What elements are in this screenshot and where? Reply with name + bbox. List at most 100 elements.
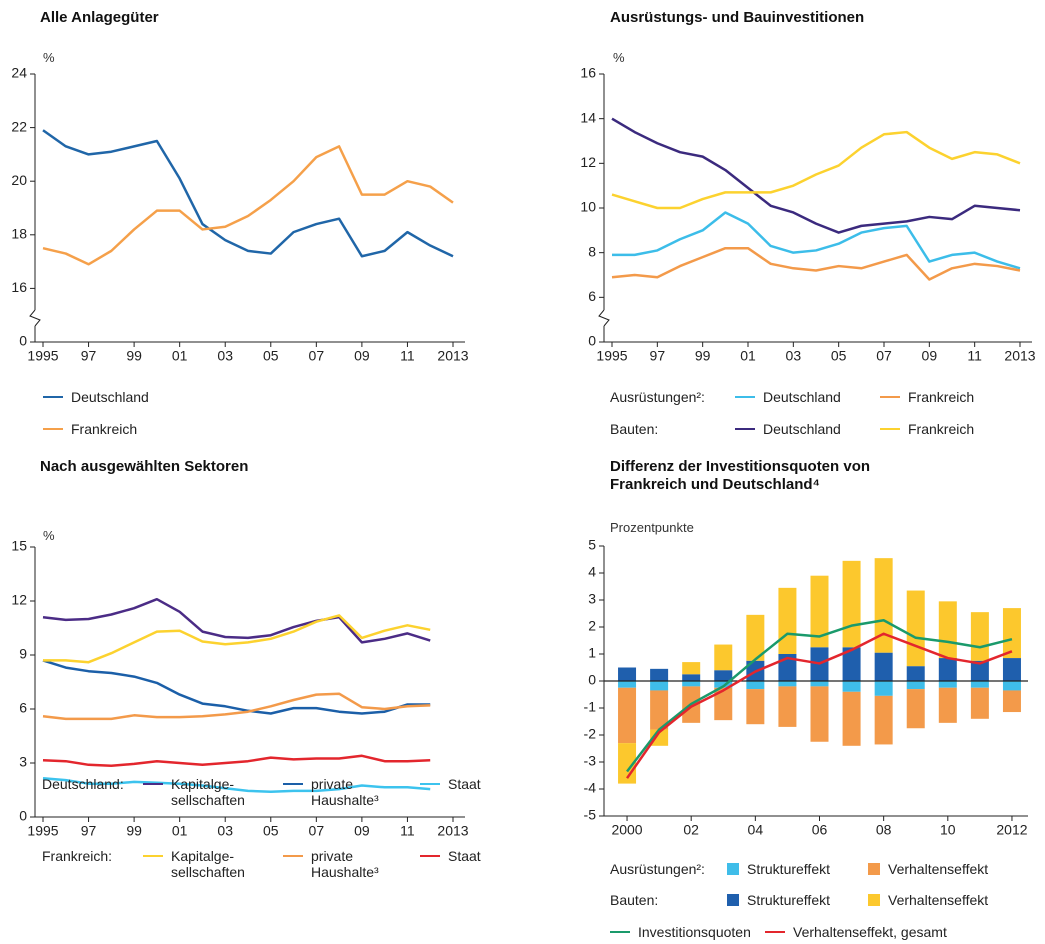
bar-segment (618, 687, 637, 744)
bar-segment (618, 667, 637, 681)
x-tick-label: 05 (263, 348, 279, 364)
legend-swatch (283, 783, 303, 785)
y-tick-label: -5 (584, 807, 597, 823)
bar-segment (714, 681, 733, 688)
bar-segment (842, 691, 861, 746)
bar-segment (714, 670, 733, 681)
x-tick-label: 01 (172, 823, 188, 839)
x-tick-label: 97 (81, 348, 97, 364)
bar-segment (906, 681, 925, 690)
y-tick-label: 9 (19, 646, 27, 662)
chart-title: Ausrüstungs- und Bauinvestitionen (610, 9, 865, 26)
bar-segment (682, 681, 701, 687)
legend-swatch (727, 863, 739, 875)
y-tick-label: 12 (11, 592, 27, 608)
legend-swatch (43, 428, 63, 430)
legend-swatch (880, 396, 900, 398)
legend-entry: Investitionsquoten (610, 924, 751, 940)
y-tick-label: 18 (11, 226, 27, 242)
legend-label: Staat (448, 848, 481, 864)
bar-segment (906, 689, 925, 729)
y-tick-label: 12 (580, 154, 596, 170)
legend-label: Deutschland (763, 421, 841, 437)
legend-entry: Frankreich (880, 389, 974, 405)
bar-segment (874, 695, 893, 745)
legend-entry: Staat (420, 848, 481, 864)
y-tick-label: 20 (11, 172, 27, 188)
legend-swatch (43, 396, 63, 398)
bar-segment (650, 690, 669, 730)
bar-segment (778, 681, 797, 687)
bar-segment (1002, 681, 1021, 691)
bar-segment (714, 644, 733, 671)
legend-entry: Deutschland (43, 389, 149, 405)
series-line (612, 211, 1021, 270)
y-tick-label: 3 (588, 591, 596, 607)
legend-entry: Struktureffekt (727, 861, 830, 877)
x-tick-label: 1995 (27, 823, 58, 839)
axis-unit: Prozentpunkte (610, 520, 694, 535)
y-tick-label: 0 (588, 333, 596, 349)
x-tick-label: 05 (263, 823, 279, 839)
x-tick-label: 06 (812, 822, 828, 838)
y-tick-label: 16 (580, 65, 596, 81)
y-tick-label: 6 (19, 700, 27, 716)
legend-entry: Kapitalge- sellschaften (143, 848, 245, 880)
x-tick-label: 2013 (437, 823, 468, 839)
bar-segment (970, 681, 989, 688)
x-tick-label: 03 (217, 348, 233, 364)
bar-segment (970, 612, 989, 661)
legend-label: Frankreich (908, 389, 975, 405)
x-tick-label: 2012 (996, 822, 1027, 838)
x-tick-label: 11 (967, 348, 982, 364)
x-tick-label: 07 (876, 348, 892, 364)
y-tick-label: -1 (584, 699, 597, 715)
x-tick-label: 07 (309, 823, 325, 839)
legend-label: private Haushalte³ (311, 776, 379, 808)
legend-label: Kapitalge- sellschaften (171, 848, 245, 880)
legend-group-label: Bauten: (610, 421, 659, 437)
legend-label: Verhaltenseffekt, gesamt (793, 924, 947, 940)
series-line (626, 619, 1013, 773)
bar-segment (650, 668, 669, 681)
bar-segment (778, 587, 797, 654)
legend-entry: Staat (420, 776, 481, 792)
axis-unit: % (613, 50, 625, 65)
legend-swatch (868, 894, 880, 906)
bar-segment (682, 662, 701, 675)
x-tick-label: 03 (786, 348, 802, 364)
x-tick-label: 09 (354, 823, 370, 839)
bar-segment (906, 590, 925, 667)
y-tick-label: 4 (588, 564, 596, 580)
bar-segment (938, 658, 957, 681)
bar-segment (1002, 608, 1021, 659)
bar-segment (810, 686, 829, 742)
bar-segment (938, 687, 957, 723)
x-tick-label: 03 (217, 823, 233, 839)
chart-title: Nach ausgewählten Sektoren (40, 458, 249, 475)
series-line (42, 659, 431, 715)
x-tick-label: 05 (831, 348, 847, 364)
bar-segment (746, 689, 765, 725)
legend-group-label: Frankreich: (42, 848, 113, 864)
chart-title: Differenz der Investitionsquoten von Fra… (610, 458, 871, 493)
legend-group-label: Ausrüstungen²: (610, 861, 705, 877)
legend-swatch (143, 783, 163, 785)
y-tick-label: 2 (588, 618, 596, 634)
bar-segment (842, 560, 861, 648)
y-tick-label: 16 (11, 279, 27, 295)
series-line (42, 145, 454, 266)
legend-label: Deutschland (763, 389, 841, 405)
legend-swatch (283, 855, 303, 857)
series-line (42, 777, 431, 794)
y-tick-label: 24 (11, 65, 27, 81)
x-tick-label: 11 (400, 823, 415, 839)
legend-label: Struktureffekt (747, 892, 831, 908)
x-tick-label: 2000 (611, 822, 642, 838)
legend-swatch (420, 783, 440, 785)
bar-segment (874, 652, 893, 681)
bar-segment (938, 601, 957, 659)
y-tick-label: 22 (11, 118, 27, 134)
x-tick-label: 11 (400, 348, 415, 364)
